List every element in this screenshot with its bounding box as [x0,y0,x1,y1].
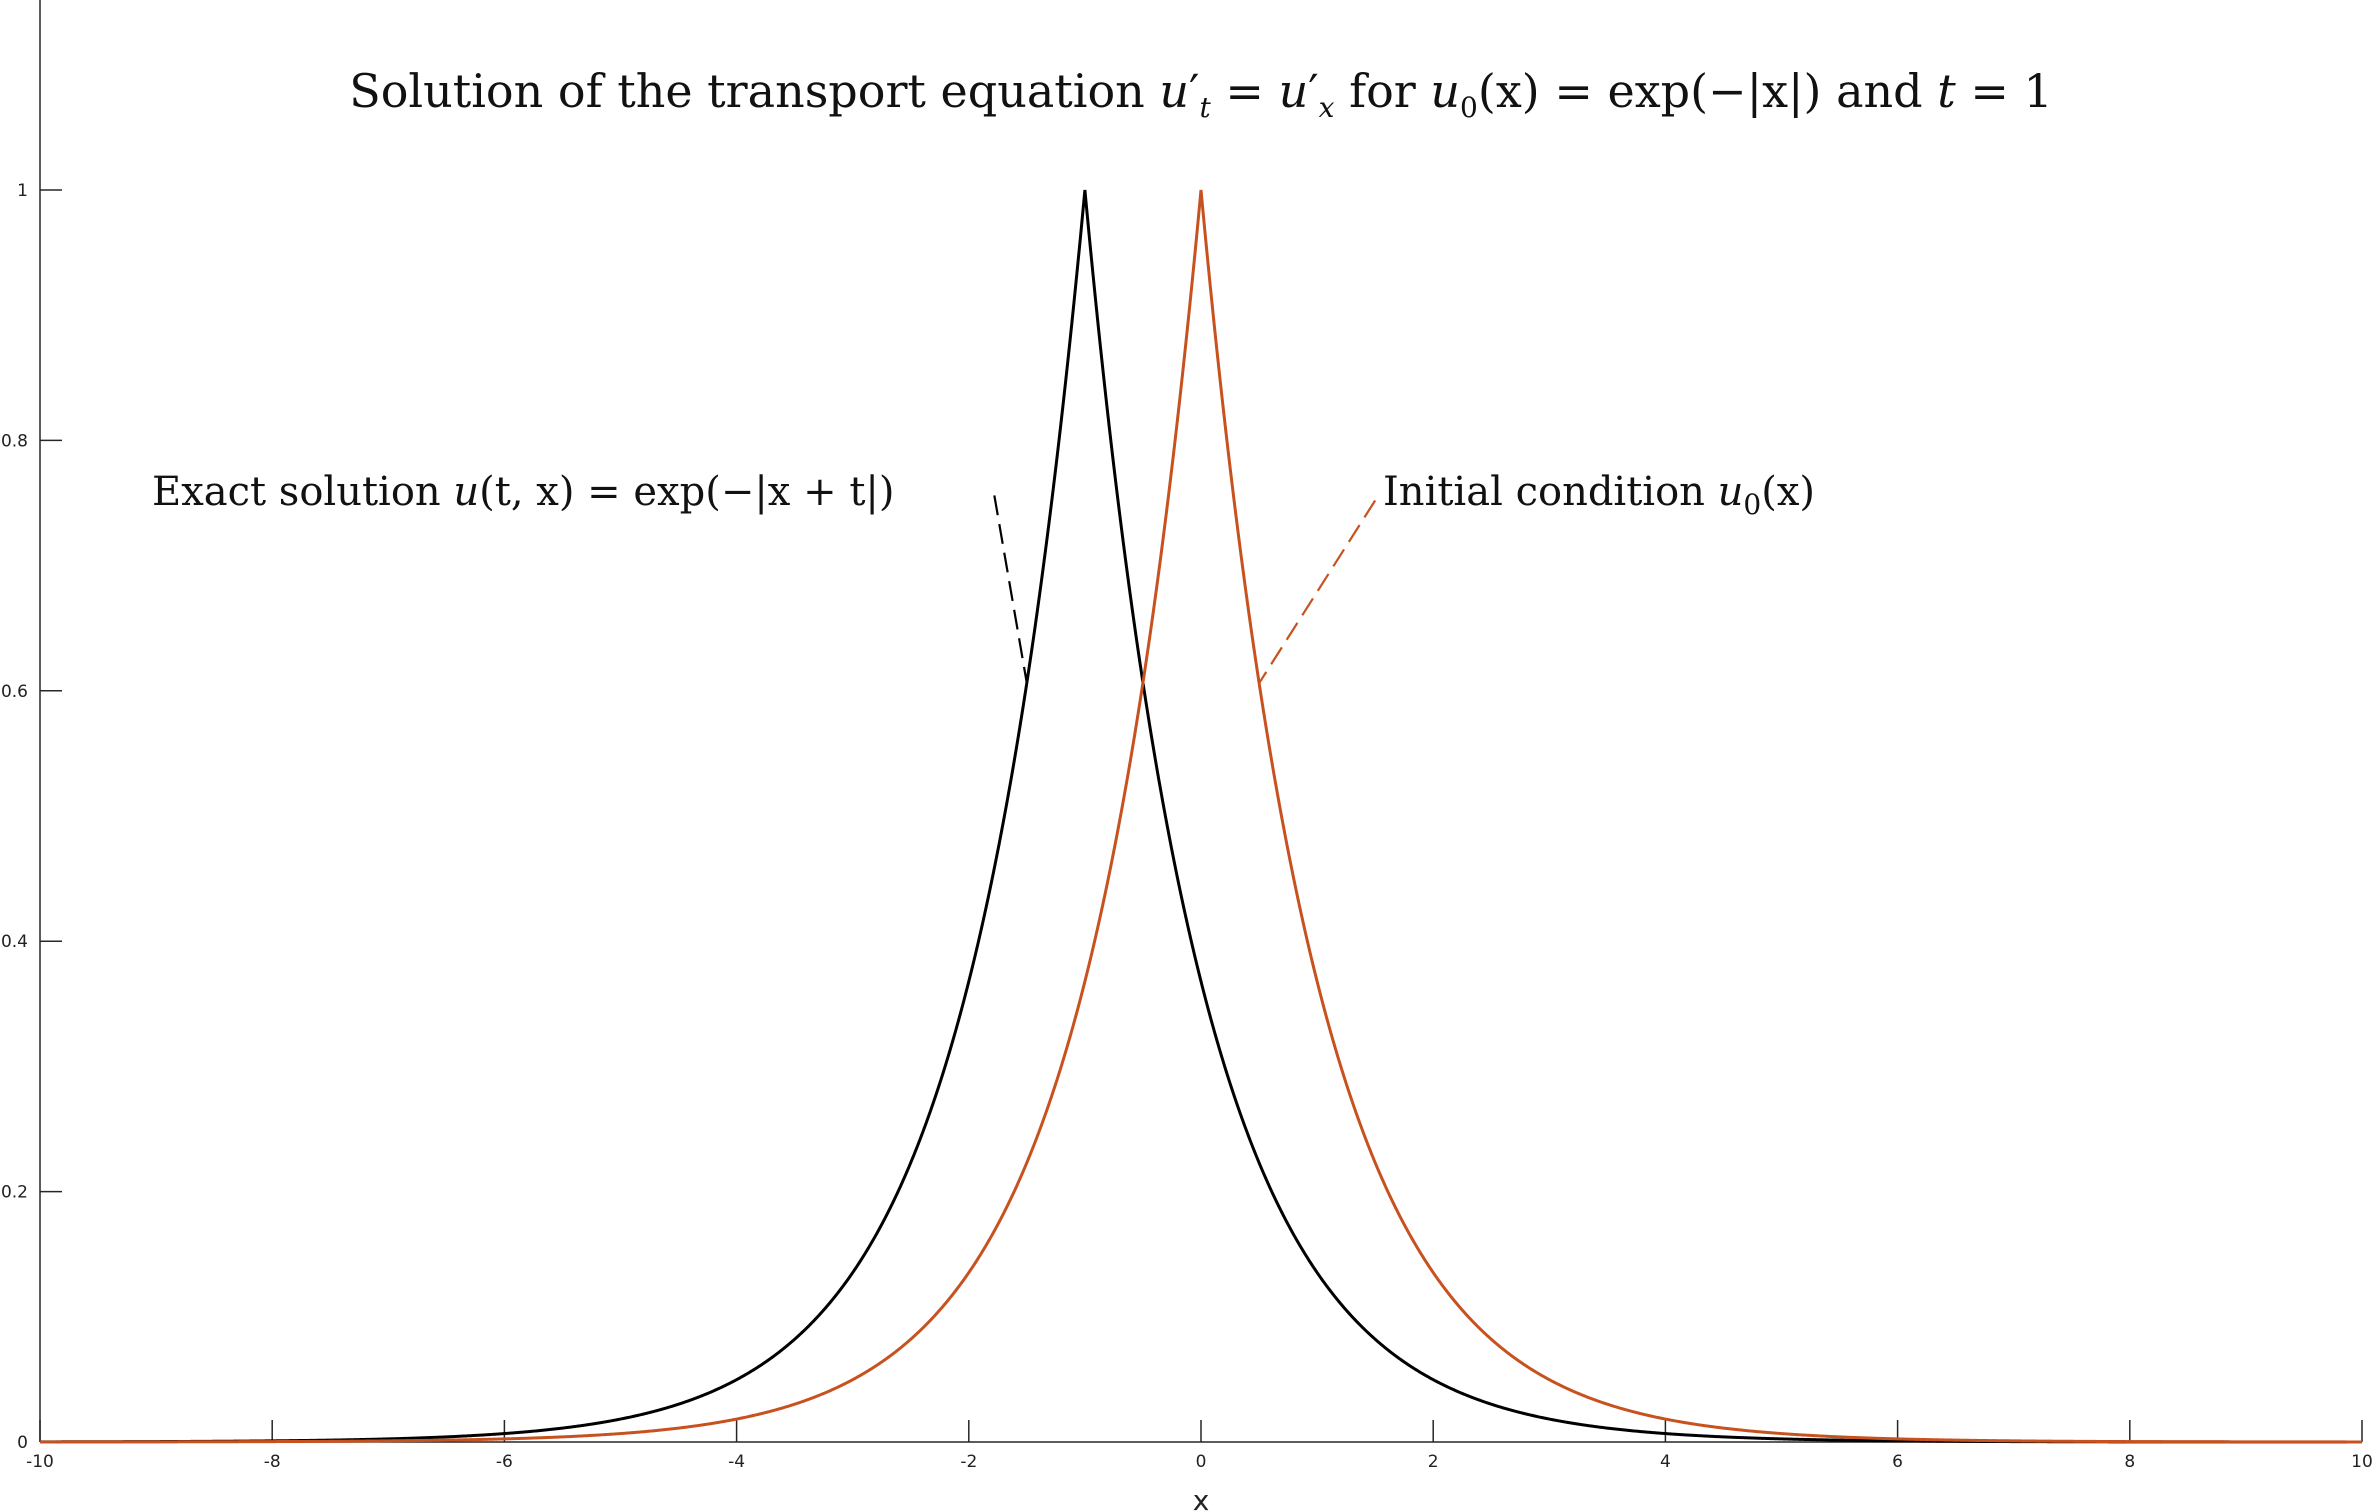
x-tick-label-5: 0 [1196,1452,1207,1472]
annotation-arrow-1 [1258,499,1377,684]
y-tick-label-4: 0.8 [1,431,28,451]
annotation-arrow-0 [993,495,1028,684]
y-tick-label-5: 1 [17,181,28,201]
x-tick-label-8: 6 [1892,1452,1903,1472]
y-tick-label-2: 0.4 [1,932,28,952]
x-tick-label-3: -4 [728,1452,745,1472]
annotations [993,495,1377,684]
chart-title: Solution of the transport equation u′t =… [349,64,2053,124]
x-tick-label-7: 4 [1660,1452,1671,1472]
x-tick-label-10: 10 [2351,1452,2373,1472]
x-tick-label-6: 2 [1428,1452,1439,1472]
x-tick-label-1: -8 [264,1452,281,1472]
annotation-exact-solution: Exact solution u(t, x) = exp(−|x + t|) [152,469,894,515]
y-tick-label-3: 0.6 [1,682,28,702]
x-tick-label-0: -10 [26,1452,54,1472]
series-line-0 [39,189,2362,1444]
x-axis-label: x [1193,1484,1210,1512]
series-line-1 [40,189,2362,1444]
axes [39,0,2362,1443]
annotation-initial-condition: Initial condition u0(x) [1383,469,1815,521]
x-tick-label-2: -6 [496,1452,513,1472]
y-tick-label-1: 0.2 [1,1183,28,1203]
x-tick-label-4: -2 [960,1452,977,1472]
ticks: -10 -8 -6 -4 -2 0 2 4 6 8 10 0 0.2 0.4 0.6 0.8 1 [1,181,2373,1472]
x-tick-label-9: 8 [2124,1452,2135,1472]
y-tick-label-0: 0 [17,1433,28,1453]
series [39,189,2362,1444]
